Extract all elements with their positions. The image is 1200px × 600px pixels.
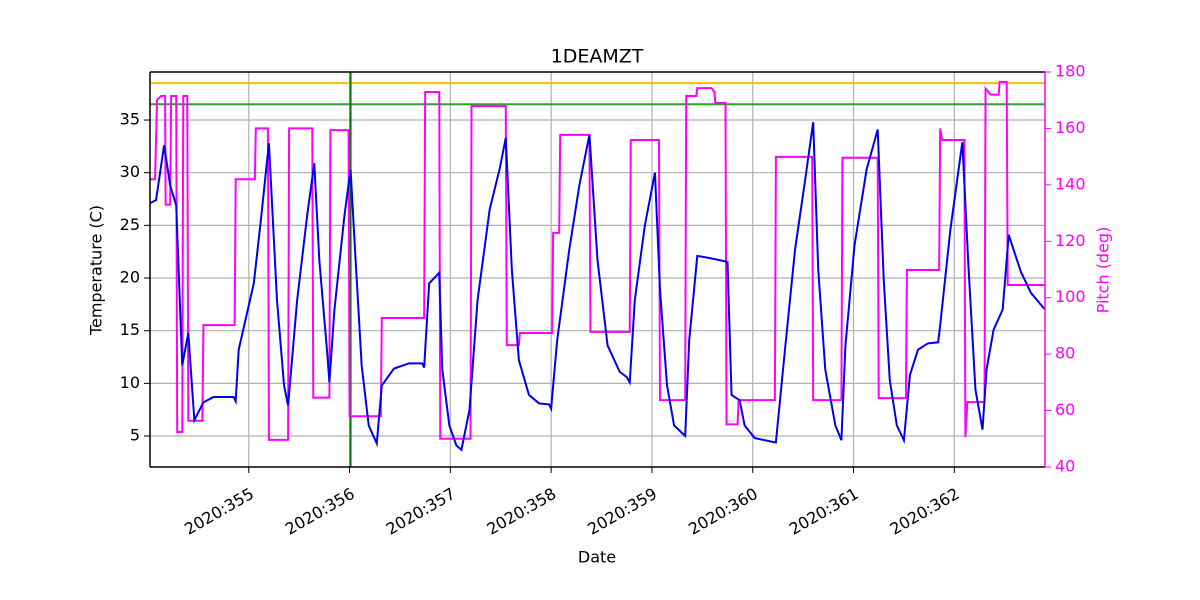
data-line: [150, 122, 1045, 452]
y2-tick-label: 180: [1055, 62, 1086, 81]
y-tick-label: 35: [120, 110, 140, 129]
x-tick-label: 2020:361: [786, 484, 862, 539]
y2-axis-label: Pitch (deg): [1094, 227, 1113, 314]
x-tick-label: 2020:362: [887, 484, 963, 539]
y-tick-label: 25: [120, 215, 140, 234]
x-tick-label: 2020:357: [383, 484, 459, 539]
x-tick-label: 2020:358: [484, 484, 560, 539]
data-line: [150, 80, 1045, 441]
y2-tick-label: 40: [1055, 457, 1075, 476]
y-tick-label: 30: [120, 162, 140, 181]
y2-tick-label: 160: [1055, 118, 1086, 137]
y-tick-label: 20: [120, 268, 140, 287]
y2-tick-label: 120: [1055, 231, 1086, 250]
chart-title: 1DEAMZT: [551, 46, 644, 68]
y-tick-label: 5: [130, 426, 140, 445]
x-tick-label: 2020:359: [584, 484, 660, 539]
y2-tick-label: 80: [1055, 344, 1075, 363]
y-axis-label: Temperature (C): [87, 205, 106, 336]
y2-tick-label: 60: [1055, 400, 1075, 419]
x-tick-label: 2020:360: [685, 484, 761, 539]
y2-tick-label: 140: [1055, 174, 1086, 193]
x-tick-label: 2020:355: [181, 484, 257, 539]
x-axis-label: Date: [578, 548, 616, 567]
y2-tick-label: 100: [1055, 287, 1086, 306]
y-tick-label: 15: [120, 320, 140, 339]
y-tick-label: 10: [120, 373, 140, 392]
x-tick-label: 2020:356: [282, 484, 358, 539]
